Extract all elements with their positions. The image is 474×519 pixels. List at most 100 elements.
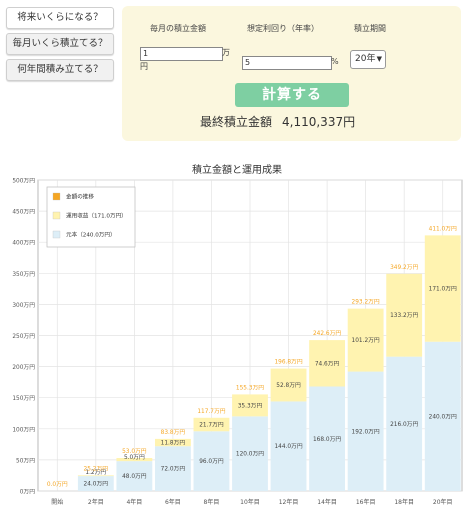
y-tick-label: 450万円 — [12, 209, 35, 216]
y-tick-label: 100万円 — [12, 426, 35, 433]
legend-swatch — [52, 230, 61, 239]
tab-future-value[interactable]: 将来いくらになる？ — [6, 7, 114, 29]
principal-bar — [154, 446, 191, 491]
gain-bar — [424, 235, 461, 342]
monthly-unit-yen: 円 — [140, 62, 148, 71]
monthly-unit-man: 万 — [222, 48, 230, 57]
y-tick-label: 50万円 — [16, 457, 35, 464]
chart-title: 積立金額と運用成果 — [192, 163, 282, 176]
gain-bar — [193, 417, 230, 432]
principal-bar — [116, 461, 153, 491]
y-tick-label: 500万円 — [12, 178, 35, 185]
principal-data-label: 24.0万円 — [84, 481, 109, 488]
total-data-label: 293.2万円 — [352, 299, 380, 306]
y-tick-label: 150万円 — [12, 395, 35, 402]
gain-data-label: 52.8万円 — [276, 382, 301, 389]
gain-bar — [232, 394, 268, 417]
principal-data-label: 72.0万円 — [161, 466, 186, 473]
total-data-label: 25.2万円 — [84, 465, 109, 472]
y-tick-label: 200万円 — [12, 364, 35, 371]
rate-label: 想定利回り（年率） — [247, 24, 319, 33]
period-label: 積立期間 — [354, 24, 386, 33]
rate-unit: % — [331, 57, 339, 66]
rate-input[interactable]: 5 — [242, 56, 332, 70]
x-tick-label: 4年目 — [126, 498, 142, 506]
legend-box — [46, 186, 136, 248]
legend-label: 運用収益（171.0万円） — [66, 212, 127, 220]
gain-data-label: 171.0万円 — [429, 286, 457, 293]
principal-data-label: 240.0万円 — [429, 413, 457, 420]
y-tick-label: 400万円 — [12, 240, 35, 247]
gain-data-label: 133.2万円 — [390, 312, 418, 319]
principal-data-label: 144.0万円 — [274, 443, 302, 450]
principal-bar — [193, 431, 230, 491]
principal-data-label: 216.0万円 — [390, 421, 418, 428]
gain-data-label: 101.2万円 — [352, 337, 380, 344]
x-tick-label: 10年目 — [240, 498, 260, 506]
total-data-label: 349.2万円 — [390, 264, 418, 271]
period-select-value: 20年 — [355, 54, 376, 64]
principal-bar — [424, 341, 461, 491]
chart-svg: 積立金額と運用成果 0万円 50万円 100万円 150万円 200万円 250万円 300… — [12, 163, 463, 506]
gain-bar — [116, 458, 153, 462]
principal-data-label: 48.0万円 — [122, 473, 147, 480]
calculator-panel: 毎月の積立金額 想定利回り（年率） 積立期間 1 万 円 5 % 20年 ▼ 計… — [122, 6, 461, 141]
x-tick-label: 開始 — [51, 498, 63, 506]
tab-period[interactable]: 何年間積み立てる？ — [6, 59, 114, 81]
y-tick-label: 0万円 — [20, 489, 35, 496]
total-data-label: 0.0万円 — [47, 481, 68, 488]
x-tick-label: 14年目 — [317, 498, 337, 506]
y-tick-label: 250万円 — [12, 333, 35, 340]
principal-bar — [77, 476, 114, 491]
x-tick-label: 12年目 — [279, 498, 299, 506]
x-tick-label: 16年目 — [356, 498, 376, 506]
monthly-amount-label: 毎月の積立金額 — [150, 24, 206, 33]
principal-bar — [309, 386, 346, 491]
gain-data-label: 74.6万円 — [315, 360, 340, 367]
gain-bar — [347, 308, 384, 372]
x-tick-label: 20年目 — [433, 498, 453, 506]
x-tick-label: 6年目 — [165, 498, 181, 506]
result-value: 4,110,337円 — [282, 115, 356, 129]
principal-bar — [232, 416, 268, 491]
monthly-amount-input[interactable]: 1 — [140, 47, 223, 61]
total-data-label: 117.7万円 — [197, 408, 225, 415]
principal-data-label: 120.0万円 — [236, 451, 264, 458]
x-tick-label: 8年目 — [204, 498, 220, 506]
principal-data-label: 192.0万円 — [352, 428, 380, 435]
gain-data-label: 11.8万円 — [161, 440, 186, 447]
gain-bar — [309, 340, 346, 387]
x-tick-label: 2年目 — [88, 498, 104, 506]
total-data-label: 83.8万円 — [161, 429, 186, 436]
gain-bar — [386, 273, 423, 357]
tab-monthly-amount[interactable]: 毎月いくら積立てる？ — [6, 33, 114, 55]
legend-swatch — [52, 211, 61, 220]
gain-data-label: 5.0万円 — [124, 454, 145, 461]
total-data-label: 242.6万円 — [313, 330, 341, 337]
accumulation-chart: 積立金額と運用成果 0万円 50万円 100万円 150万円 200万円 250万円 300… — [0, 157, 474, 515]
gain-data-label: 1.2万円 — [85, 469, 106, 476]
legend-label: 金額の推移 — [66, 193, 94, 201]
y-tick-label: 300万円 — [12, 302, 35, 309]
total-data-label: 155.3万円 — [236, 384, 264, 391]
total-data-label: 53.0万円 — [122, 448, 147, 455]
gain-bar — [270, 368, 307, 402]
principal-data-label: 168.0万円 — [313, 436, 341, 443]
period-select[interactable]: 20年 ▼ — [350, 50, 386, 69]
calculate-button[interactable]: 計算する — [235, 83, 349, 107]
chevron-down-icon: ▼ — [376, 55, 382, 63]
result-line: 最終積立金額 4,110,337円 — [200, 113, 355, 130]
principal-bar — [386, 356, 423, 491]
legend-label: 元本（240.0万円） — [66, 231, 116, 239]
total-data-label: 196.8万円 — [274, 359, 302, 366]
y-tick-label: 350万円 — [12, 271, 35, 278]
gain-data-label: 21.7万円 — [199, 422, 224, 429]
result-label: 最終積立金額 — [200, 115, 273, 129]
principal-bar — [270, 401, 307, 491]
gain-bar — [77, 475, 114, 477]
principal-bar — [347, 371, 384, 491]
gain-data-label: 35.3万円 — [238, 402, 263, 409]
principal-data-label: 96.0万円 — [199, 458, 224, 465]
total-data-label: 411.0万円 — [429, 225, 457, 232]
gain-bar — [154, 438, 191, 447]
